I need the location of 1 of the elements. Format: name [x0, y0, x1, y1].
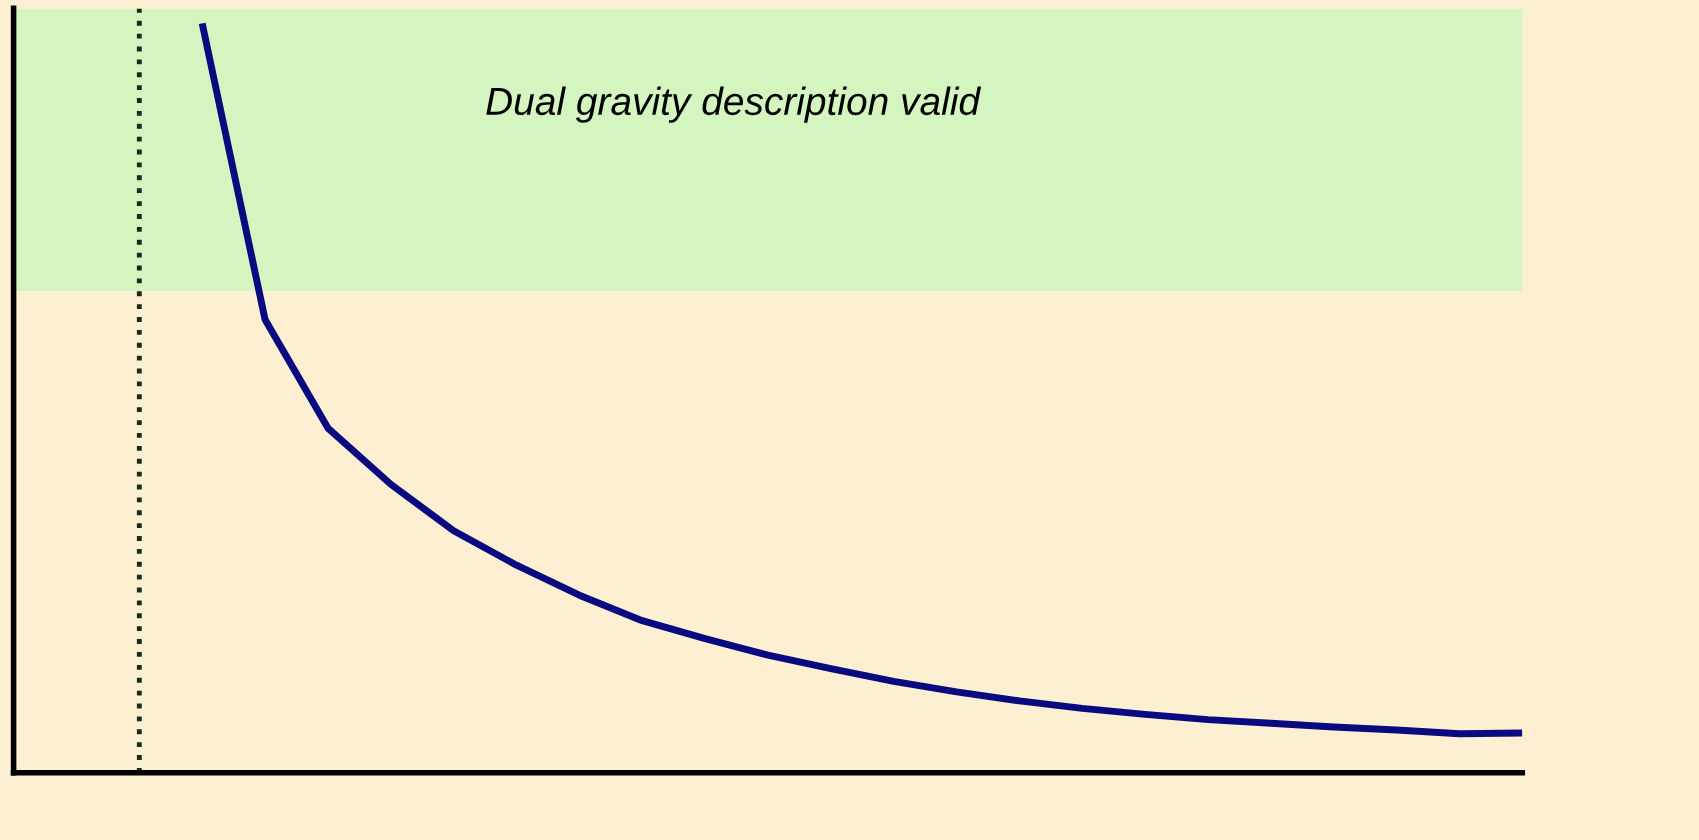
band-label: Dual gravity description valid: [486, 86, 982, 123]
